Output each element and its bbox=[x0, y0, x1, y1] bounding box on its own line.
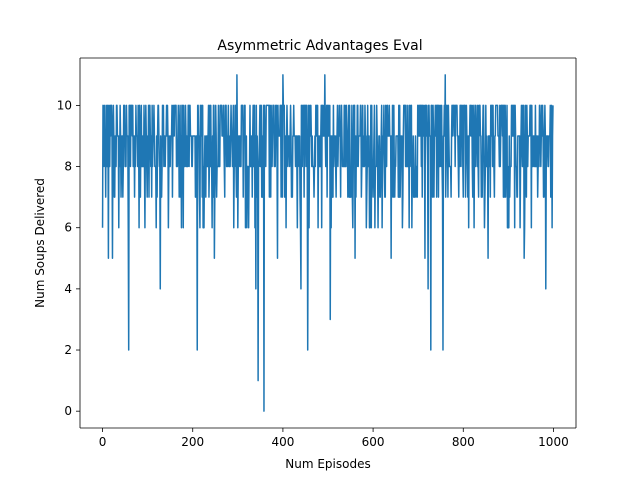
series-line bbox=[101, 74, 554, 412]
axes-frame bbox=[79, 57, 577, 429]
chart-title: Asymmetric Advantages Eval bbox=[217, 38, 422, 54]
y-tick-label: 6 bbox=[64, 221, 72, 235]
y-tick-label: 10 bbox=[57, 98, 72, 112]
x-ticks: 0 200 400 600 800 1000 bbox=[99, 428, 569, 449]
x-tick-label: 800 bbox=[452, 435, 475, 449]
y-tick-label: 8 bbox=[64, 160, 72, 174]
x-tick-label: 1000 bbox=[538, 435, 569, 449]
x-axis-label: Num Episodes bbox=[285, 457, 370, 471]
x-tick-label: 400 bbox=[271, 435, 294, 449]
y-tick-label: 4 bbox=[64, 282, 72, 296]
x-tick-label: 0 bbox=[99, 435, 107, 449]
series-layer bbox=[101, 74, 554, 412]
x-tick-label: 200 bbox=[181, 435, 204, 449]
y-axis-label: Num Soups Delivered bbox=[33, 178, 47, 308]
x-tick-label: 600 bbox=[362, 435, 385, 449]
y-tick-label: 2 bbox=[64, 343, 72, 357]
y-tick-label: 0 bbox=[64, 404, 72, 418]
y-ticks: 0 2 4 6 8 10 bbox=[57, 98, 80, 418]
